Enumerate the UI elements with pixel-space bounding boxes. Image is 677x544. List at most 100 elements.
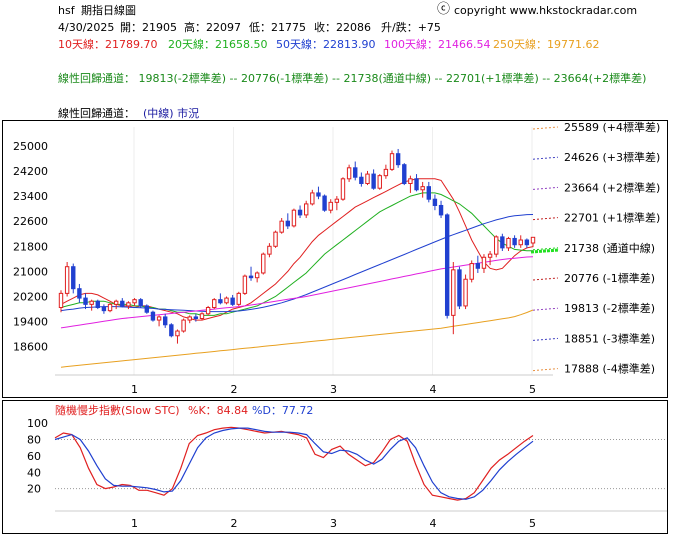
ma250-legend: 250天線：19771.62: [493, 38, 600, 51]
stochastic-lines: [54, 426, 534, 501]
channel-level-tick: [532, 247, 559, 251]
candle-body: [297, 209, 303, 216]
candle-body: [169, 324, 174, 337]
regression-channel-levels: 25589 (+4標準差) 24626 (+3標準差) 23664 (+2標準差) 2…: [530, 121, 660, 376]
candle-body: [414, 178, 419, 191]
candle-body: [310, 192, 315, 205]
ma-line: [60, 192, 533, 316]
candle-body: [126, 302, 131, 307]
candle-body: [334, 198, 340, 203]
candle-body: [371, 173, 376, 189]
channel-level-tick: [532, 368, 559, 372]
channel-level-tick: [532, 156, 559, 160]
stc-x-tick-label: 5: [529, 517, 536, 530]
channel-midline-marker: [530, 248, 560, 254]
candle-body: [444, 214, 450, 316]
candle-body: [187, 316, 192, 321]
candle-body: [64, 266, 70, 294]
stc-x-tick-label: 4: [430, 517, 437, 530]
ma-line: [60, 256, 534, 329]
y-tick-label: 20200: [13, 291, 48, 304]
candle-body: [77, 288, 82, 299]
candle-body: [451, 269, 456, 316]
channel-level-label: 21738 (通道中線): [564, 241, 655, 255]
candle-body: [316, 192, 321, 197]
copyright-icon: ⓒ: [437, 2, 451, 17]
channel-level-tick: [532, 337, 559, 341]
candle-body: [530, 236, 536, 244]
candle-body: [261, 253, 266, 274]
candle-body: [518, 239, 523, 246]
stc-y-tick-label: 20: [27, 483, 41, 496]
x-tick-label: 1: [131, 383, 138, 396]
regression-status-value: (中線) 市況: [143, 107, 200, 120]
candle-body: [494, 236, 499, 255]
candle-body: [58, 292, 64, 309]
candle-body: [83, 297, 88, 305]
candle-body: [346, 167, 352, 180]
stochastic-k-value: %K：84.84: [188, 404, 249, 417]
copyright-text: copyright www.hkstockradar.com: [454, 4, 638, 17]
candle-body: [506, 237, 511, 249]
candle-body: [224, 297, 229, 304]
candle-body: [236, 292, 241, 305]
stc-y-tick-label: 100: [27, 417, 48, 430]
candle-body: [426, 186, 431, 200]
candle-body: [377, 175, 382, 189]
quote-high: 高：22097: [184, 21, 241, 34]
channel-level-label: 25589 (+4標準差): [564, 121, 660, 134]
candle-body: [212, 299, 217, 309]
y-tick-label: 21000: [13, 265, 48, 278]
candle-body: [438, 204, 444, 216]
stc-line: [54, 426, 534, 501]
x-tick-label: 4: [430, 383, 437, 396]
stochastic-gridlines: [55, 439, 667, 512]
candle-body: [156, 316, 162, 321]
candle-body: [120, 300, 125, 307]
y-tick-label: 19400: [13, 316, 48, 329]
chart-symbol: hsf: [58, 4, 75, 17]
channel-level-tick: [532, 217, 559, 221]
y-tick-label: 21800: [13, 240, 48, 253]
candle-body: [463, 278, 468, 307]
candle-body: [469, 263, 474, 280]
stc-y-tick-label: 40: [27, 466, 41, 479]
candle-body: [267, 245, 272, 255]
stc-y-tick-label: 80: [27, 434, 41, 447]
candle-body: [353, 167, 358, 178]
channel-level-label: 19813 (-2標準差): [564, 301, 655, 315]
candle-body: [248, 275, 254, 279]
candle-body: [193, 316, 199, 319]
channel-level-label: 17888 (-4標準差): [564, 362, 655, 376]
stochastic-d-value: %D：77.72: [252, 404, 314, 417]
candle-body: [132, 299, 137, 304]
candle-body: [254, 272, 260, 279]
ma50-legend: 50天線：22813.90: [276, 38, 376, 51]
candle-body: [291, 209, 297, 227]
candle-body: [389, 153, 395, 170]
candle-body: [181, 319, 186, 332]
channel-level-label: 23664 (+2標準差): [564, 180, 660, 194]
channel-level-tick: [532, 186, 559, 190]
regression-channel-summary: 線性回歸通道： 19813(-2標準差) -- 20776(-1標準差) -- …: [58, 72, 647, 85]
x-tick-label: 5: [529, 383, 536, 396]
channel-level-label: 20776 (-1標準差): [564, 271, 655, 285]
candle-body: [475, 263, 481, 269]
candle-body: [340, 178, 346, 200]
quote-close: 收：22086: [314, 21, 371, 34]
y-tick-label: 18600: [13, 341, 48, 354]
y-tick-label: 25000: [13, 140, 48, 153]
candle-body: [322, 195, 327, 211]
y-tick-label: 23400: [13, 190, 48, 203]
stc-x-tick-label: 3: [330, 517, 337, 530]
channel-level-tick: [532, 277, 559, 281]
candle-body: [500, 236, 505, 249]
candle-body: [328, 201, 333, 211]
stc-x-tick-label: 2: [231, 517, 238, 530]
stochastic-axis-labels: 100 80 60 40 20 1 2 3 4 5: [27, 417, 536, 530]
y-tick-label: 22600: [13, 215, 48, 228]
candle-body: [273, 231, 278, 247]
ma10-legend: 10天線：21789.70: [58, 38, 158, 51]
ma100-legend: 100天線：21466.54: [384, 38, 491, 51]
candle-body: [487, 253, 493, 258]
